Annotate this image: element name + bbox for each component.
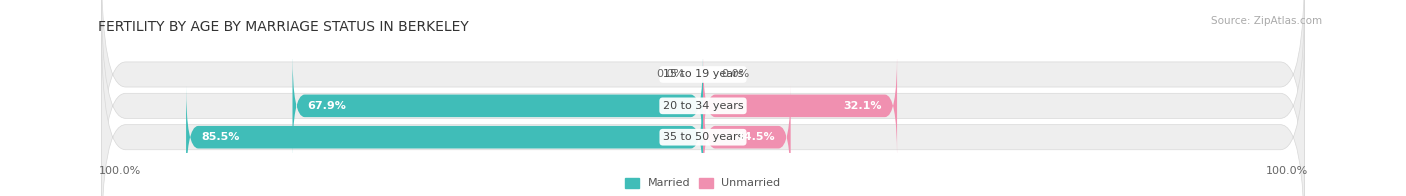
Text: 35 to 50 years: 35 to 50 years [662, 132, 744, 142]
FancyBboxPatch shape [101, 24, 1305, 196]
Text: 0.0%: 0.0% [657, 69, 685, 80]
Text: 15 to 19 years: 15 to 19 years [662, 69, 744, 80]
FancyBboxPatch shape [186, 86, 703, 189]
Text: 0.0%: 0.0% [721, 69, 749, 80]
FancyBboxPatch shape [703, 86, 790, 189]
FancyBboxPatch shape [703, 54, 897, 157]
FancyBboxPatch shape [292, 54, 703, 157]
Text: FERTILITY BY AGE BY MARRIAGE STATUS IN BERKELEY: FERTILITY BY AGE BY MARRIAGE STATUS IN B… [98, 20, 470, 34]
Text: 85.5%: 85.5% [201, 132, 239, 142]
Legend: Married, Unmarried: Married, Unmarried [626, 178, 780, 189]
Text: 67.9%: 67.9% [308, 101, 346, 111]
FancyBboxPatch shape [101, 0, 1305, 187]
Text: Source: ZipAtlas.com: Source: ZipAtlas.com [1211, 16, 1322, 26]
Text: 20 to 34 years: 20 to 34 years [662, 101, 744, 111]
Text: 32.1%: 32.1% [844, 101, 882, 111]
Text: 100.0%: 100.0% [1265, 165, 1308, 176]
Text: 100.0%: 100.0% [98, 165, 141, 176]
Text: 14.5%: 14.5% [737, 132, 776, 142]
FancyBboxPatch shape [101, 0, 1305, 196]
